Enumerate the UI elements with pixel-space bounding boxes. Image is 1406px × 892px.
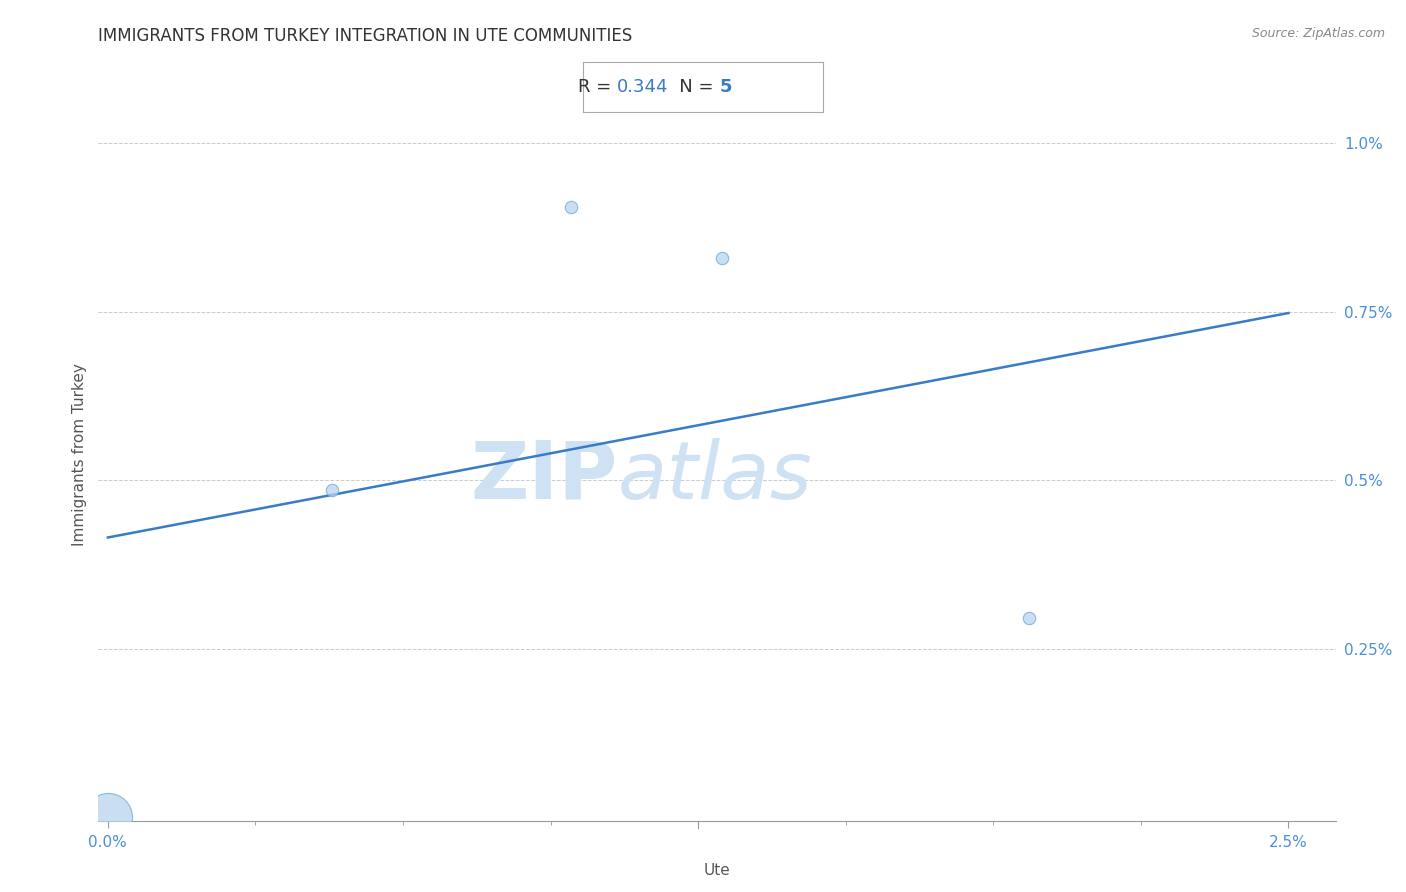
Point [710,251,733,265]
Point [97,810,120,824]
X-axis label: Ute: Ute [703,863,731,879]
Text: 0.344: 0.344 [617,78,668,96]
Text: atlas: atlas [619,438,813,516]
Y-axis label: Immigrants from Turkey: Immigrants from Turkey [72,363,87,547]
Point [321,483,343,498]
Text: ZIP: ZIP [471,438,619,516]
Text: 5: 5 [720,78,733,96]
Text: Source: ZipAtlas.com: Source: ZipAtlas.com [1251,27,1385,40]
Text: R =: R = [578,78,617,96]
Text: IMMIGRANTS FROM TURKEY INTEGRATION IN UTE COMMUNITIES: IMMIGRANTS FROM TURKEY INTEGRATION IN UT… [98,27,633,45]
Point [1018,611,1040,625]
Point [560,200,582,214]
Text: N =: N = [662,78,720,96]
